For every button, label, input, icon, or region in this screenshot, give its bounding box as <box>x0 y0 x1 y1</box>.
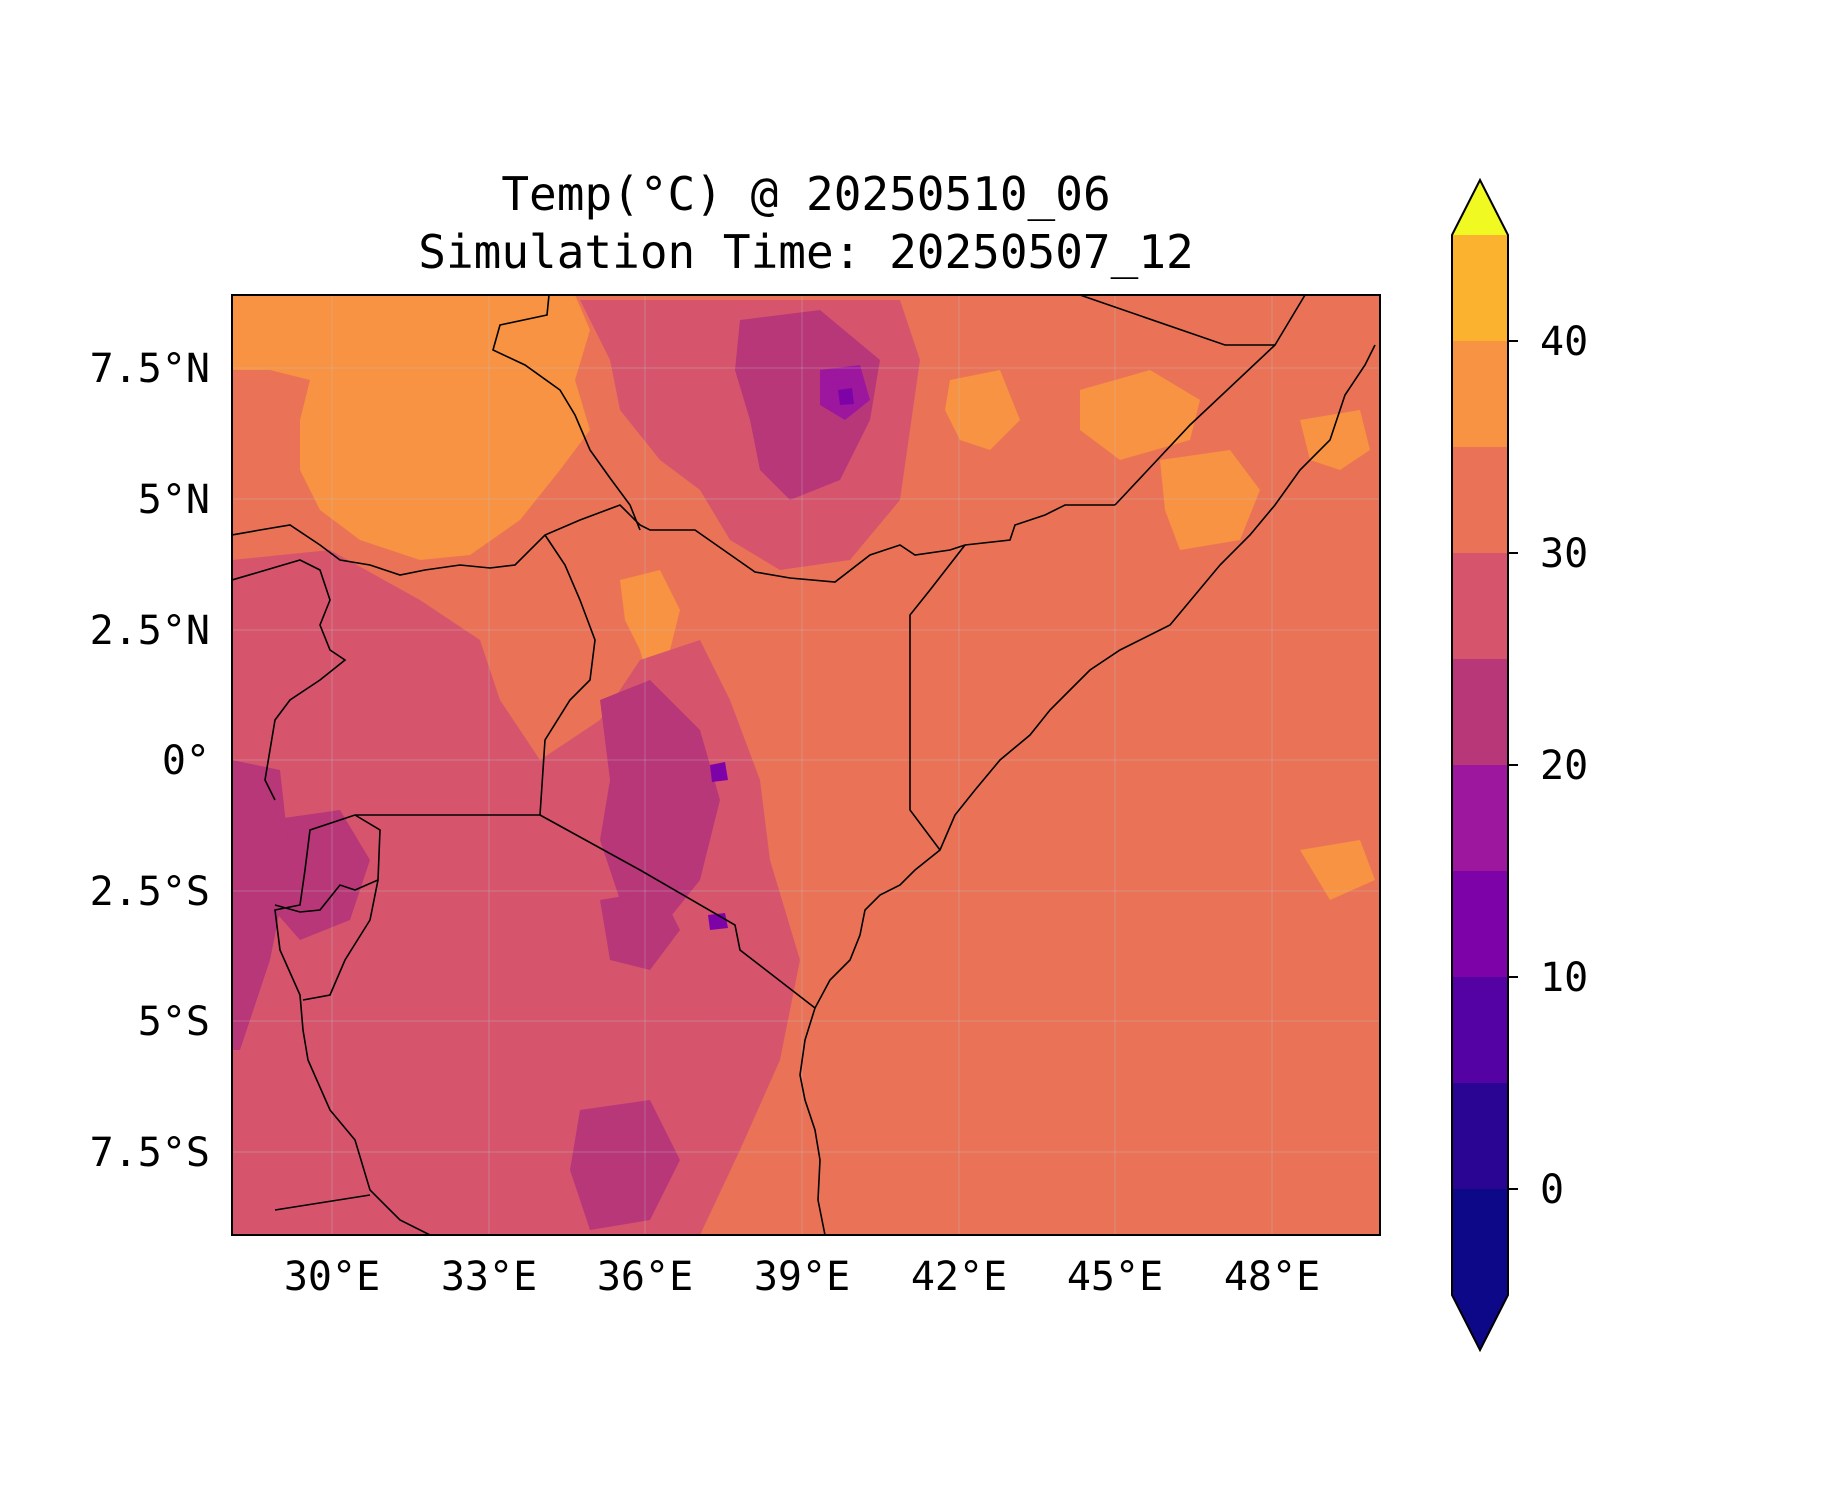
colorbar-tick-label: 0 <box>1540 1167 1564 1213</box>
warm-patch-ethiopia-2 <box>1080 370 1200 460</box>
lat-tick-label: 5°N <box>138 477 210 523</box>
country-borders <box>232 295 1306 1235</box>
lat-axis: 7.5°N 5°N 2.5°N 0° 2.5°S 5°S 7.5°S <box>90 346 210 1176</box>
lon-tick-label: 36°E <box>597 1254 693 1300</box>
colorbar-band <box>1452 765 1508 871</box>
colorbar-ticks: 0 10 20 30 40 <box>1540 319 1588 1213</box>
map-frame <box>231 294 1381 1236</box>
lat-tick-label: 7.5°N <box>90 346 210 392</box>
colorbar-band <box>1452 977 1508 1083</box>
lon-tick-label: 33°E <box>441 1254 537 1300</box>
warm-region-northwest <box>232 295 590 560</box>
colorbar-band <box>1452 1189 1508 1295</box>
lon-tick-label: 30°E <box>284 1254 380 1300</box>
colorbar-tick-label: 20 <box>1540 743 1588 789</box>
coastline <box>799 344 1376 1235</box>
colorbar-band <box>1452 341 1508 447</box>
lat-tick-label: 0° <box>162 738 210 784</box>
colorbar-tick-label: 40 <box>1540 319 1588 365</box>
title-line-1: Temp(°C) @ 20250510_06 <box>501 167 1110 221</box>
colorbar-tick-label: 30 <box>1540 531 1588 577</box>
lat-tick-label: 2.5°N <box>90 608 210 654</box>
lon-tick-label: 39°E <box>754 1254 850 1300</box>
title-line-2: Simulation Time: 20250507_12 <box>418 225 1193 279</box>
colder-region-west <box>232 760 290 1050</box>
lon-tick-label: 48°E <box>1224 1254 1320 1300</box>
lon-tick-label: 42°E <box>911 1254 1007 1300</box>
colorbar-band <box>1452 659 1508 765</box>
colorbar-band <box>1452 871 1508 977</box>
colder-region-kilimanjaro <box>600 890 680 970</box>
lon-tick-label: 45°E <box>1067 1254 1163 1300</box>
colder-region-south <box>570 1100 680 1230</box>
colder-region-ethiopia <box>735 310 880 500</box>
colorbar-extend-min-arrow <box>1452 1295 1508 1350</box>
colder-region-kenya-highlands <box>600 680 720 930</box>
lon-axis: 30°E 33°E 36°E 39°E 42°E 45°E 48°E <box>284 1254 1320 1300</box>
colorbar-tick-label: 10 <box>1540 955 1588 1001</box>
lat-tick-label: 2.5°S <box>90 869 210 915</box>
colorbar-band <box>1452 447 1508 553</box>
lat-tick-label: 7.5°S <box>90 1130 210 1176</box>
warm-patch-somalia <box>1160 450 1260 550</box>
colorbar-band <box>1452 553 1508 659</box>
warm-patch-ethiopia-1 <box>945 370 1020 450</box>
cold-spot-ethiopia-2 <box>838 388 854 405</box>
colorbar-band <box>1452 1083 1508 1189</box>
warm-patch-coast <box>1300 410 1370 470</box>
lat-tick-label: 5°S <box>138 999 210 1045</box>
cold-spot-mount-kenya <box>710 762 728 782</box>
warm-patch-ocean <box>1300 840 1375 900</box>
colorbar <box>1451 177 1518 1353</box>
gridlines <box>232 295 1380 1235</box>
colorbar-band <box>1452 235 1508 341</box>
map-area <box>232 295 1380 1235</box>
colorbar-outline <box>1451 177 1509 1353</box>
colorbar-extend-max-arrow <box>1452 180 1508 235</box>
